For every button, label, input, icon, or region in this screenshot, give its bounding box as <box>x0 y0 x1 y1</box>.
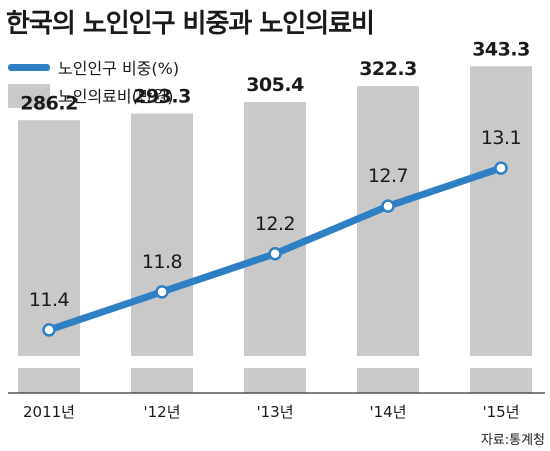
bar-3 <box>357 86 419 357</box>
line-value-label-1: 11.8 <box>142 251 182 273</box>
bar-value-label-2: 305.4 <box>246 74 304 96</box>
line-point-2 <box>268 247 282 261</box>
legend-bar-swatch <box>8 84 50 108</box>
legend-line-swatch <box>8 64 50 71</box>
bar-base-4 <box>470 368 532 393</box>
line-point-3 <box>381 199 395 213</box>
bar-base-2 <box>244 368 306 393</box>
value-labels: 286.2 293.3 305.4 322.3 343.3 11.4 11.8 12.2 12.… <box>20 38 530 311</box>
line-point-1 <box>155 285 169 299</box>
x-tick-label-3: '14년 <box>369 403 406 421</box>
bar-base-3 <box>357 368 419 393</box>
bar-2 <box>244 102 306 356</box>
x-axis: 2011년 '12년 '13년 '14년 '15년 <box>8 392 545 421</box>
bar-value-label-3: 322.3 <box>359 58 417 80</box>
chart-title: 한국의 노인인구 비중과 노인의료비 <box>6 9 374 39</box>
x-tick-label-2: '13년 <box>256 403 293 421</box>
line-value-label-3: 12.7 <box>368 165 408 187</box>
legend: 노인인구 비중(%) 노인의료비(만원) <box>8 59 179 108</box>
line-value-label-0: 11.4 <box>29 289 70 311</box>
legend-bar-label: 노인의료비(만원) <box>58 87 174 106</box>
bar-value-label-0: 286.2 <box>20 92 78 114</box>
bar-value-label-1: 293.3 <box>133 86 191 108</box>
bar-base-0 <box>18 368 80 393</box>
source-note: 자료:통계청 <box>481 433 545 448</box>
line-value-label-2: 12.2 <box>255 213 295 235</box>
legend-line-label: 노인인구 비중(%) <box>58 59 179 78</box>
bar-4 <box>470 66 532 357</box>
x-tick-label-0: 2011년 <box>23 403 75 421</box>
bar-1 <box>131 113 193 356</box>
x-tick-label-1: '12년 <box>143 403 180 421</box>
line-point-4 <box>494 161 508 175</box>
bars <box>18 66 532 393</box>
bar-base-1 <box>131 368 193 393</box>
bar-0 <box>18 120 80 356</box>
x-tick-label-4: '15년 <box>482 403 519 421</box>
line-value-label-4: 13.1 <box>481 127 521 149</box>
line-series <box>42 161 508 337</box>
bar-value-label-4: 343.3 <box>472 38 530 60</box>
line-point-0 <box>42 323 56 337</box>
